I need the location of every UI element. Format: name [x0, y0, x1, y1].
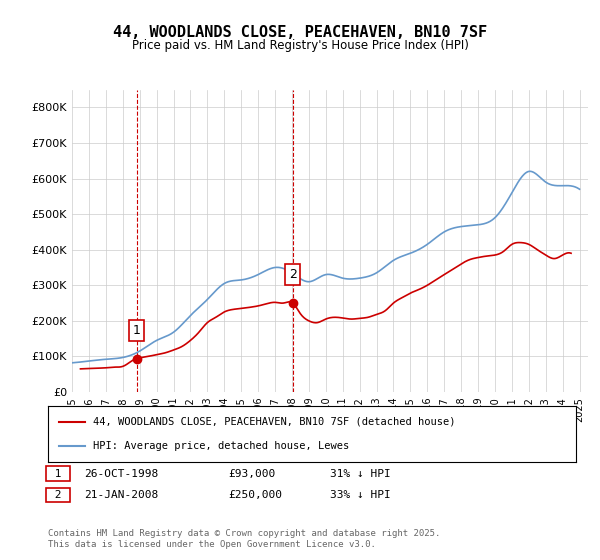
Text: 1: 1 [48, 469, 68, 479]
Text: 44, WOODLANDS CLOSE, PEACEHAVEN, BN10 7SF: 44, WOODLANDS CLOSE, PEACEHAVEN, BN10 7S… [113, 25, 487, 40]
Text: 2: 2 [289, 268, 297, 281]
Text: 44, WOODLANDS CLOSE, PEACEHAVEN, BN10 7SF (detached house): 44, WOODLANDS CLOSE, PEACEHAVEN, BN10 7S… [93, 417, 455, 427]
Text: £250,000: £250,000 [228, 490, 282, 500]
Text: HPI: Average price, detached house, Lewes: HPI: Average price, detached house, Lewe… [93, 441, 349, 451]
Text: 33% ↓ HPI: 33% ↓ HPI [330, 490, 391, 500]
Text: £93,000: £93,000 [228, 469, 275, 479]
Text: 31% ↓ HPI: 31% ↓ HPI [330, 469, 391, 479]
Text: 26-OCT-1998: 26-OCT-1998 [84, 469, 158, 479]
Text: Price paid vs. HM Land Registry's House Price Index (HPI): Price paid vs. HM Land Registry's House … [131, 39, 469, 52]
Text: 2: 2 [48, 490, 68, 500]
Text: 21-JAN-2008: 21-JAN-2008 [84, 490, 158, 500]
Text: Contains HM Land Registry data © Crown copyright and database right 2025.
This d: Contains HM Land Registry data © Crown c… [48, 529, 440, 549]
Text: 1: 1 [133, 324, 140, 337]
